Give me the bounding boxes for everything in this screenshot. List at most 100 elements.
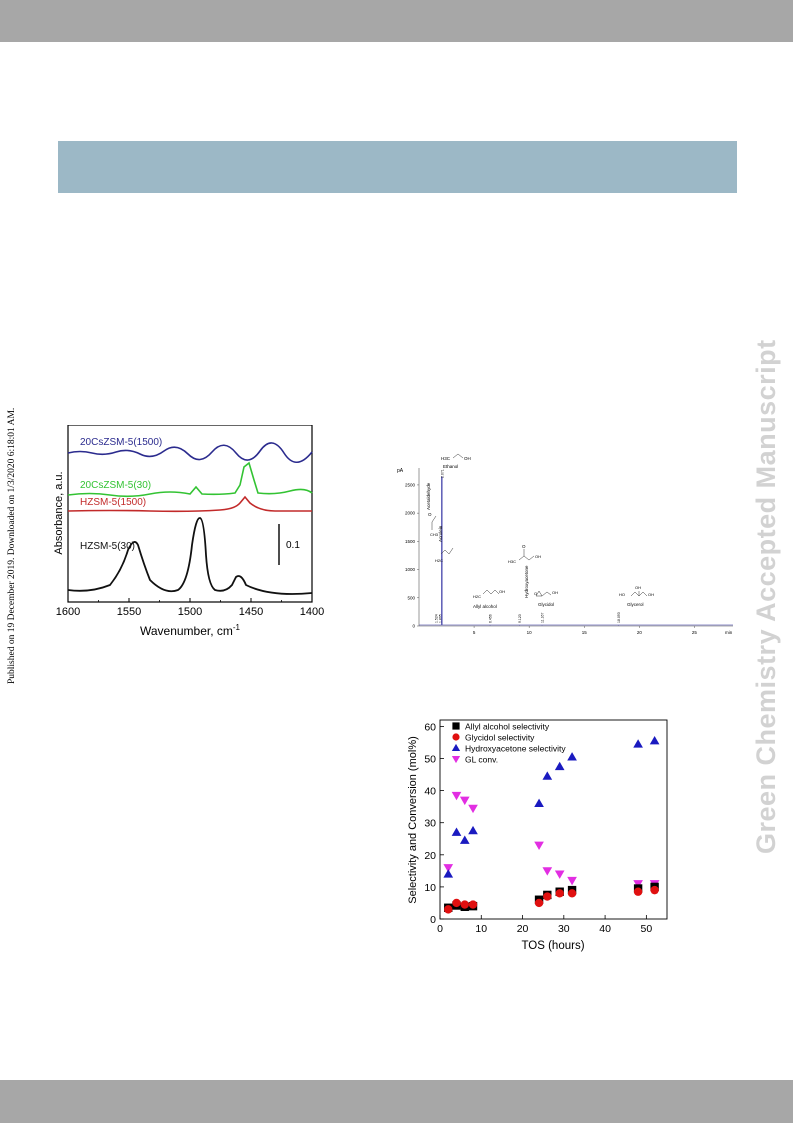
ir-label-hzsm5-1500: HZSM-5(1500) [80,497,146,508]
allyl-alcohol-structure [482,589,500,595]
allyl-alcohol-oh: OH [499,589,505,594]
ir-xlabel-sup: -1 [233,623,241,632]
sc-point-hydroxyacetone-selectivity [451,827,462,836]
acrolein-structure [440,547,454,555]
gc-peaks: 1.524 1.895 2.071 6.456 9.123 11.167 18.093 [434,469,621,626]
sc-xlabel: TOS (hours) [521,940,584,952]
sc-point-gl-conv [451,791,462,801]
sc-y-tick-label: 30 [424,818,436,830]
sc-point-glycidol-selectivity [567,889,577,898]
gc-x-tick-label: 20 [637,630,643,635]
sc-point-gl-conv [459,796,470,806]
sc-point-gl-conv [567,876,577,886]
sc-legend-marker [452,733,460,741]
hydroxyacetone-structure [518,549,535,561]
sc-y-tick-label: 0 [430,914,436,926]
sc-point-gl-conv [542,867,553,876]
glycidol-o: O [534,591,537,596]
hydroxyacetone-h3c: H3C [508,559,516,564]
gc-peak-time-label: 9.123 [518,614,522,623]
sc-x-tick-label: 40 [599,923,611,935]
gc-x-tick-label: 10 [527,630,533,635]
sc-point-glycidol-selectivity [468,900,478,909]
sc-point-glycidol-selectivity [452,898,461,908]
sc-point-glycidol-selectivity [633,887,643,896]
sc-point-gl-conv [534,841,544,851]
ethanol-structure [452,453,464,459]
sc-point-hydroxyacetone-selectivity [542,771,553,780]
gc-label-glycerol: Glycerol [627,602,644,607]
sc-point-hydroxyacetone-selectivity [534,798,544,808]
sc-point-hydroxyacetone-selectivity [554,761,565,771]
sc-point-glycidol-selectivity [650,885,659,895]
gc-y-unit: pA [397,468,404,474]
ir-x-tick-label: 1400 [300,606,324,618]
acetaldehyde-bonds [431,515,437,530]
gc-label-allyl-alcohol: Allyl alcohol [473,604,497,609]
glycerol-ho: HO [619,592,625,597]
ir-trace-hzsm5-30 [67,517,313,595]
sc-legend-marker [451,743,461,752]
hydroxyacetone-bonds [518,555,535,561]
gc-x-tick-label: 25 [692,630,698,635]
sc-point-hydroxyacetone-selectivity [468,825,478,835]
sc-y-tick-label: 10 [424,882,436,894]
ir-label-20cszsm5-1500: 20CsZSM-5(1500) [80,437,162,448]
ethanol-h3c: H3C [441,456,451,461]
ir-xlabel: Wavenumber, cm-1 [140,623,241,638]
sc-x-tick-label: 10 [475,923,487,935]
acrolein-bonds [440,547,454,555]
sc-legend-marker [451,755,461,764]
sc-x-tick-label: 20 [517,923,529,935]
gc-y-tick-label: 500 [407,595,415,600]
ir-trace-20cszsm5-30 [67,461,313,498]
ir-x-tick-label: 1450 [239,606,263,618]
sc-legend-label: Glycidol selectivity [465,733,535,743]
sc-y-tick-label: 40 [424,786,436,798]
gc-y-tick-label: 1500 [405,539,416,544]
ir-ylabel: Absorbance, a.u. [53,471,65,554]
ir-label-20cszsm5-30: 20CsZSM-5(30) [80,480,151,491]
acetaldehyde-o: O [428,512,432,517]
sc-ylabel: Selectivity and Conversion (mol%) [407,736,419,904]
glycidol-chain [541,591,552,597]
gc-peak-time-label: 1.895 [438,614,442,623]
gc-y-tick-label: 2000 [405,511,416,516]
allyl-alcohol-h2c: H2C [473,594,481,599]
ethanol-bonds [452,453,464,459]
gc-x-ticks: 5 10 15 20 25 [473,626,698,635]
sc-x-tick-label: 0 [437,923,443,935]
gc-label-hydroxyacetone: Hydroxyacetone [524,565,529,598]
gc-peak-time-label: 2.071 [440,469,444,478]
gc-label-acrolein: Acrolein [438,525,443,542]
gc-x-unit: min [725,630,733,635]
gc-y-tick-label: 2500 [405,482,416,487]
sc-y-tick-label: 60 [424,721,436,733]
sc-legend-label: GL conv. [465,755,498,765]
gc-peak-time-label: 11.167 [541,613,545,623]
acetaldehyde-structure [431,515,437,530]
gc-x-tick-label: 15 [582,630,588,635]
ir-trace-20cszsm5-1500 [67,442,313,464]
sc-plot-frame [439,719,668,920]
sc-point-glycidol-selectivity [543,892,552,901]
glycidol-structure [535,590,552,597]
ir-x-ticks: 1600 1550 1500 1450 1400 [56,598,324,618]
glycerol-oh-top: OH [635,585,641,590]
gc-x-tick-label: 5 [473,630,476,635]
ir-x-tick-label: 1500 [178,606,202,618]
glycidol-oh: OH [552,590,558,595]
sc-point-glycidol-selectivity [534,898,544,908]
gc-label-acetaldehyde: Acetaldehyde [426,482,431,510]
sc-legend-label: Hydroxyacetone selectivity [465,744,566,754]
sc-y-tick-label: 50 [424,754,436,766]
chromatogram-chart: pA 2500 2000 1500 1000 500 0 5 10 15 20 25 min 1.… [397,453,733,635]
sc-y-ticks: 0 10 20 30 40 50 60 [424,721,444,926]
sc-legend-marker [452,722,460,730]
ir-plot-frame [67,425,313,603]
ethanol-oh: OH [464,456,471,461]
allyl-alcohol-bonds [482,589,500,595]
sc-point-glycidol-selectivity [555,889,564,898]
side-watermark-text: Green Chemistry Accepted Manuscript [751,339,781,854]
ir-x-tick-label: 1550 [117,606,141,618]
